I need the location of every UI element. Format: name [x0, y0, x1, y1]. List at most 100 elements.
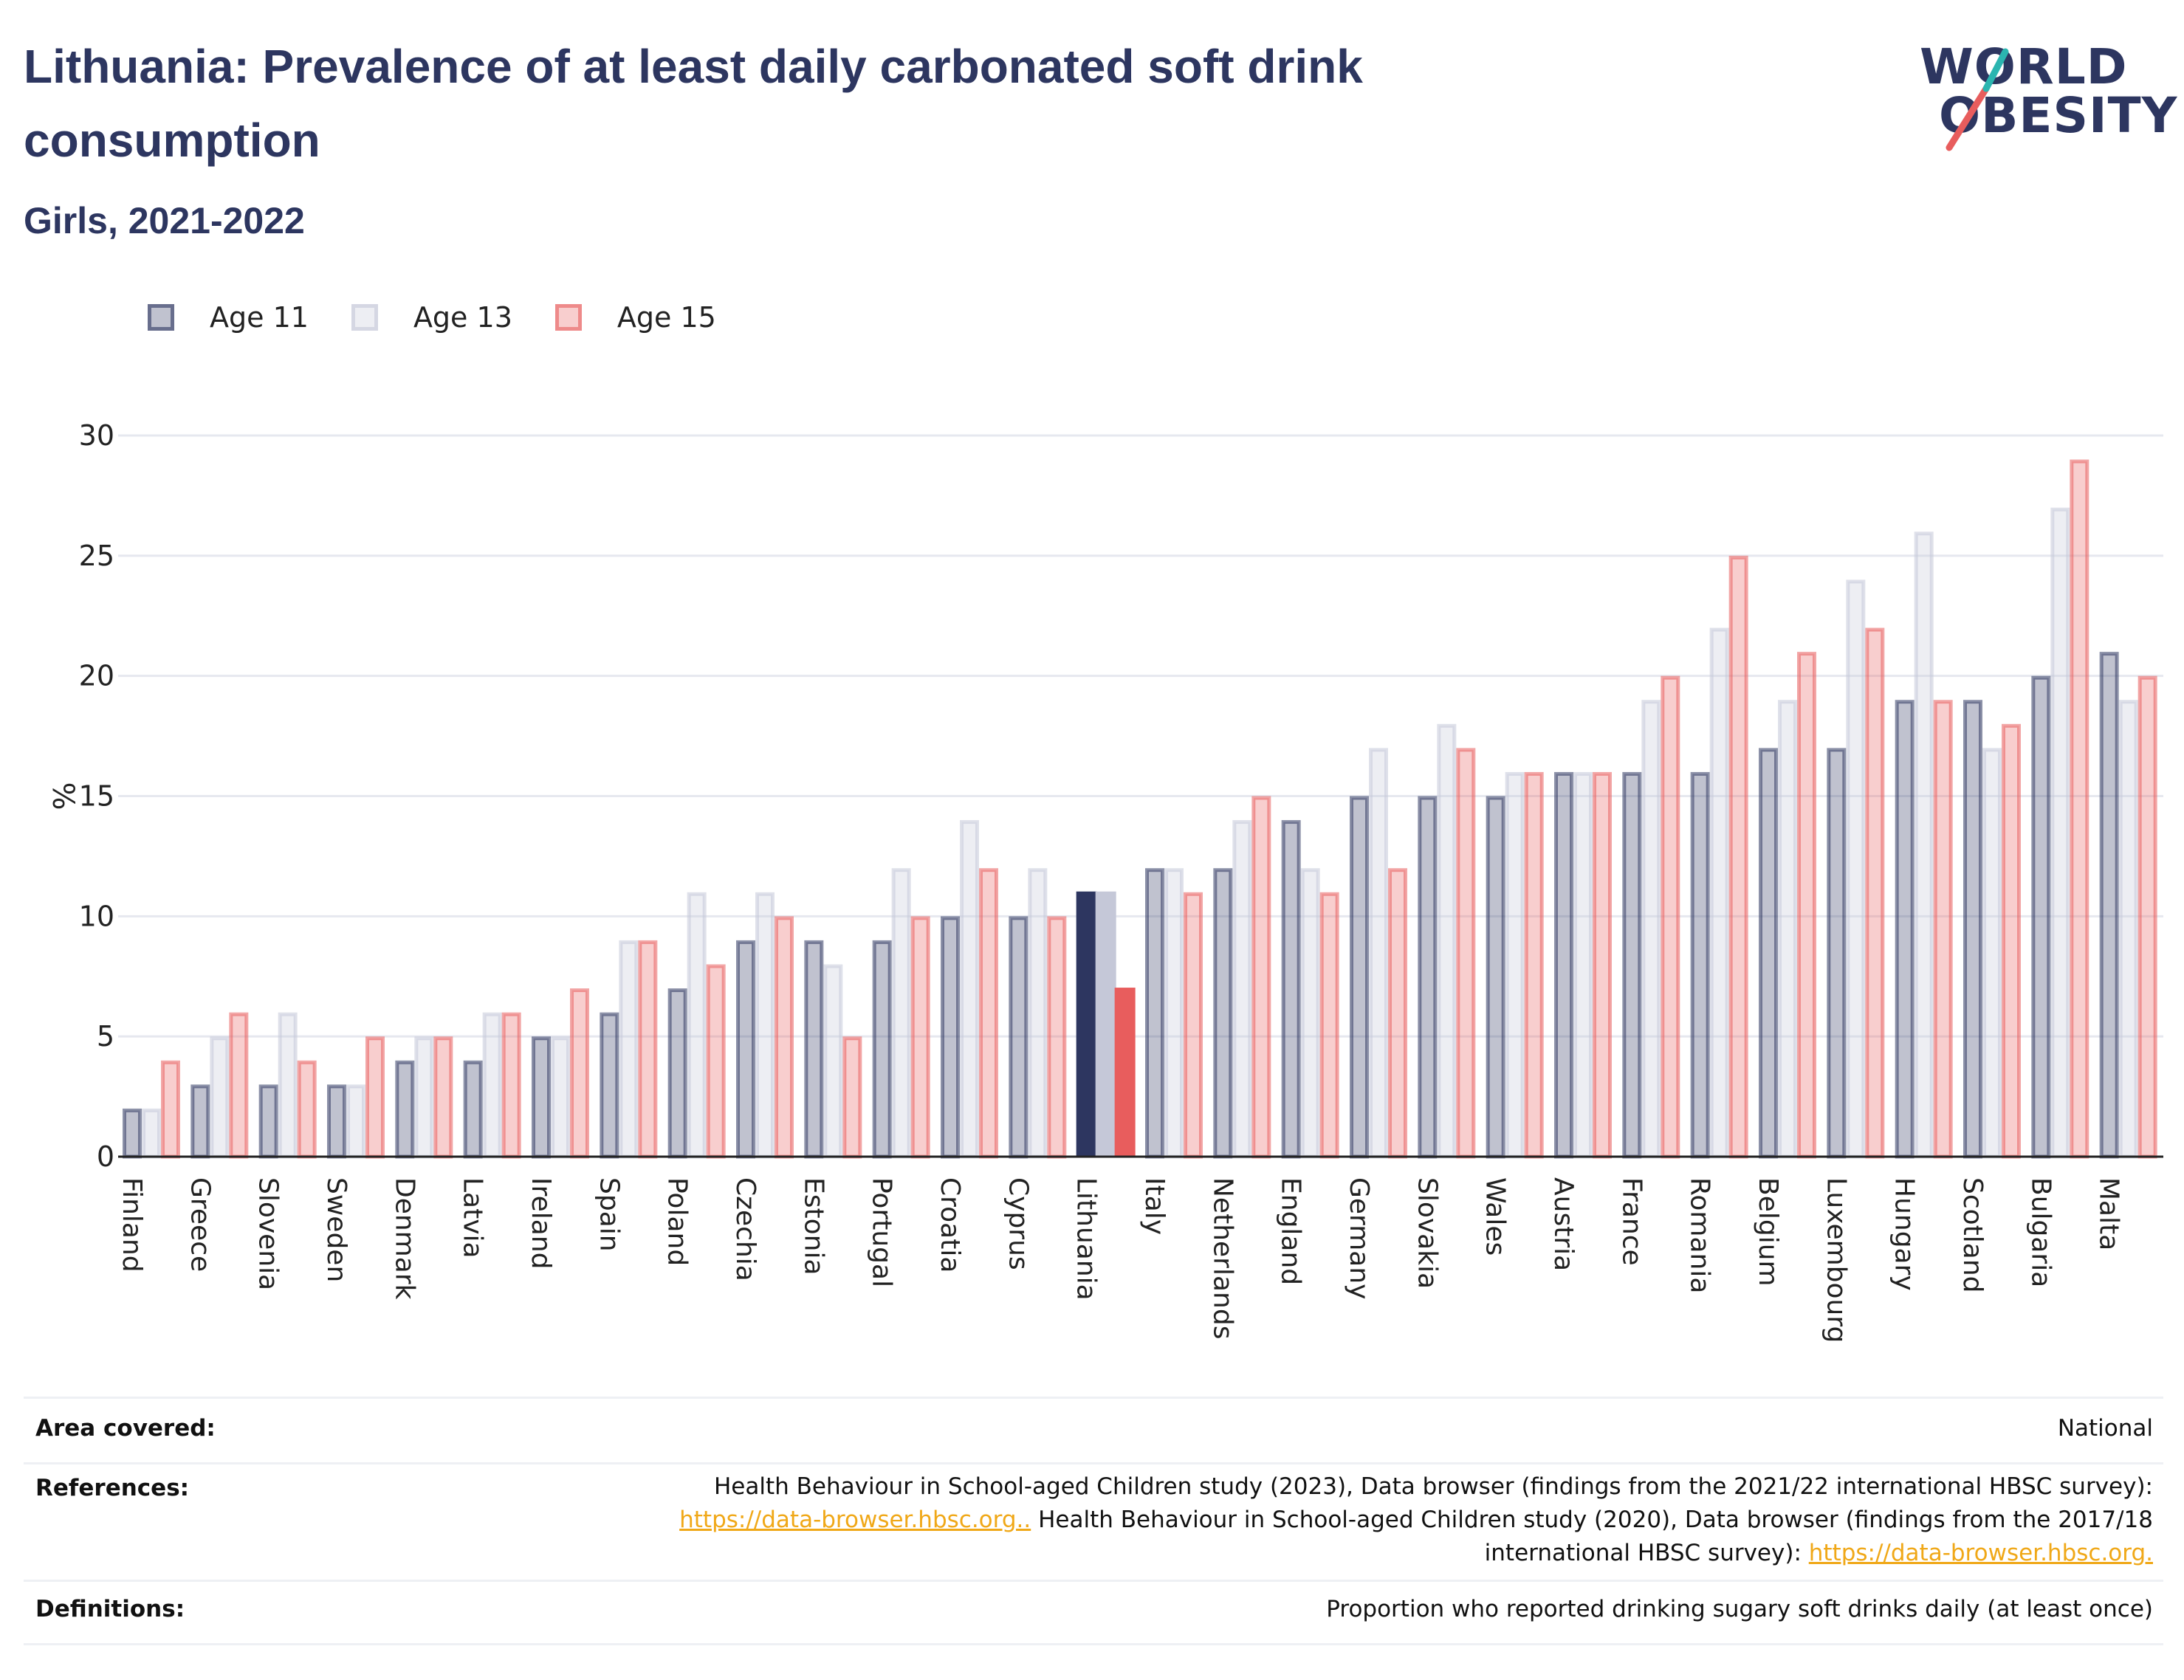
bar-slovenia-age-13: [278, 1012, 298, 1159]
y-tick-label: 0: [97, 1140, 114, 1173]
bar-scotland-age-11: [1963, 700, 1982, 1159]
y-tick-label: 20: [79, 660, 114, 692]
legend-item-age-13[interactable]: Age 13: [351, 301, 512, 334]
bar-hungary-age-13: [1914, 531, 1934, 1159]
bar-spain-age-15: [638, 940, 658, 1159]
bar-hungary-age-15: [1933, 700, 1953, 1159]
logo-line-world: WORLD: [1920, 38, 2128, 95]
reference-link-1[interactable]: https://data-browser.hbsc.org..: [679, 1507, 1031, 1533]
legend-label-age-11: Age 11: [210, 301, 309, 334]
bar-germany-age-15: [1388, 868, 1407, 1159]
bar-germany-age-13: [1369, 748, 1388, 1159]
bar-latvia-age-11: [463, 1060, 483, 1159]
x-tick-label: Croatia: [935, 1177, 965, 1273]
bar-sweden-age-11: [327, 1084, 346, 1159]
x-tick-label: Hungary: [1889, 1177, 1920, 1291]
bar-france-age-15: [1661, 675, 1680, 1159]
x-tick-label: Spain: [594, 1177, 624, 1252]
bar-poland-age-13: [687, 892, 707, 1159]
y-tick-label: 25: [79, 540, 114, 572]
bar-italy-age-15: [1184, 892, 1203, 1159]
legend-swatch-age-11: [148, 304, 174, 331]
bar-france-age-11: [1622, 771, 1642, 1159]
x-tick-label: Czechia: [730, 1177, 760, 1281]
reference-text-3: international HBSC survey):: [1484, 1540, 1809, 1566]
bar-estonia-age-11: [804, 940, 824, 1159]
bar-slovenia-age-11: [258, 1084, 278, 1159]
bar-slovakia-age-11: [1418, 796, 1438, 1159]
bar-netherlands-age-15: [1251, 796, 1271, 1159]
x-tick-label: Poland: [662, 1177, 693, 1266]
bar-malta-age-15: [2137, 675, 2157, 1159]
world-obesity-logo: WORLD OBESITY: [1920, 30, 2177, 162]
x-tick-label: Netherlands: [1207, 1177, 1237, 1339]
bar-denmark-age-11: [395, 1060, 415, 1159]
definitions-label: Definitions:: [35, 1596, 185, 1622]
bar-hungary-age-11: [1895, 700, 1915, 1159]
bar-spain-age-13: [619, 940, 639, 1159]
bar-cyprus-age-13: [1028, 868, 1048, 1159]
bar-malta-age-13: [2118, 700, 2138, 1159]
bar-malta-age-11: [2099, 652, 2119, 1159]
definitions-value: Proportion who reported drinking sugary …: [1326, 1596, 2153, 1622]
x-tick-label: Malta: [2094, 1177, 2124, 1250]
x-tick-label: Slovakia: [1412, 1177, 1442, 1289]
bar-latvia-age-13: [482, 1012, 502, 1159]
bar-croatia-age-13: [960, 820, 979, 1159]
bar-lithuania-age-13: [1095, 891, 1116, 1157]
bar-romania-age-13: [1709, 627, 1729, 1159]
bar-ireland-age-13: [551, 1036, 570, 1159]
bar-estonia-age-15: [842, 1036, 862, 1159]
bar-italy-age-13: [1164, 868, 1184, 1159]
reference-text-1: Health Behaviour in School-aged Children…: [714, 1473, 2153, 1500]
bar-ireland-age-15: [570, 988, 589, 1159]
x-tick-label: Denmark: [389, 1177, 419, 1300]
x-tick-label: Italy: [1139, 1177, 1170, 1235]
x-tick-label: France: [1616, 1177, 1646, 1266]
bar-england-age-13: [1300, 868, 1320, 1159]
bar-chart: 0 5 10 15 20 25 30% Finland Greece Slovenia Sweden…: [46, 419, 2163, 1343]
legend-item-age-15[interactable]: Age 15: [554, 301, 716, 334]
x-tick-label: Wales: [1480, 1177, 1511, 1256]
bar-cyprus-age-15: [1047, 916, 1067, 1159]
bar-czechia-age-11: [736, 940, 755, 1159]
bar-ireland-age-11: [532, 1036, 551, 1159]
x-tick-label: Lithuania: [1071, 1177, 1102, 1301]
bar-wales-age-11: [1486, 796, 1505, 1159]
references-value: Health Behaviour in School-aged Children…: [455, 1470, 2153, 1570]
bar-belgium-age-15: [1797, 652, 1816, 1159]
x-tick-label: Greece: [185, 1177, 215, 1272]
bar-germany-age-11: [1350, 796, 1369, 1159]
bar-belgium-age-13: [1778, 700, 1797, 1159]
bar-france-age-13: [1641, 700, 1661, 1159]
bar-wales-age-15: [1524, 771, 1544, 1159]
footer-row-definitions: Definitions: Proportion who reported dri…: [24, 1580, 2163, 1645]
bar-sweden-age-15: [365, 1036, 385, 1159]
bar-greece-age-13: [210, 1036, 230, 1159]
bar-austria-age-11: [1554, 771, 1573, 1159]
bar-scotland-age-13: [1982, 748, 2002, 1159]
bar-italy-age-11: [1145, 868, 1164, 1159]
bar-romania-age-15: [1728, 555, 1748, 1159]
area-covered-value: National: [2057, 1415, 2153, 1442]
reference-text-2: Health Behaviour in School-aged Children…: [1031, 1507, 2153, 1533]
x-tick-label: Luxembourg: [1821, 1177, 1851, 1343]
y-axis-label: %: [46, 782, 80, 810]
legend-item-age-11[interactable]: Age 11: [148, 301, 309, 334]
footer-row-area: Area covered: National: [24, 1397, 2163, 1464]
bar-lithuania-age-15: [1114, 988, 1136, 1157]
y-tick-label: 30: [79, 419, 114, 452]
bar-portugal-age-13: [891, 868, 911, 1159]
x-tick-label: Austria: [1548, 1177, 1579, 1271]
y-tick-label: 10: [79, 900, 114, 932]
x-tick-label: Germany: [1344, 1177, 1374, 1299]
references-label: References:: [35, 1475, 190, 1501]
reference-link-2[interactable]: https://data-browser.hbsc.org.: [1808, 1540, 2153, 1566]
bar-poland-age-11: [667, 988, 687, 1159]
bar-england-age-11: [1281, 820, 1301, 1159]
bar-sweden-age-13: [346, 1084, 365, 1159]
bar-denmark-age-15: [433, 1036, 453, 1159]
bar-croatia-age-11: [941, 916, 960, 1159]
bar-bulgaria-age-13: [2050, 507, 2070, 1159]
bar-bulgaria-age-15: [2070, 459, 2089, 1159]
